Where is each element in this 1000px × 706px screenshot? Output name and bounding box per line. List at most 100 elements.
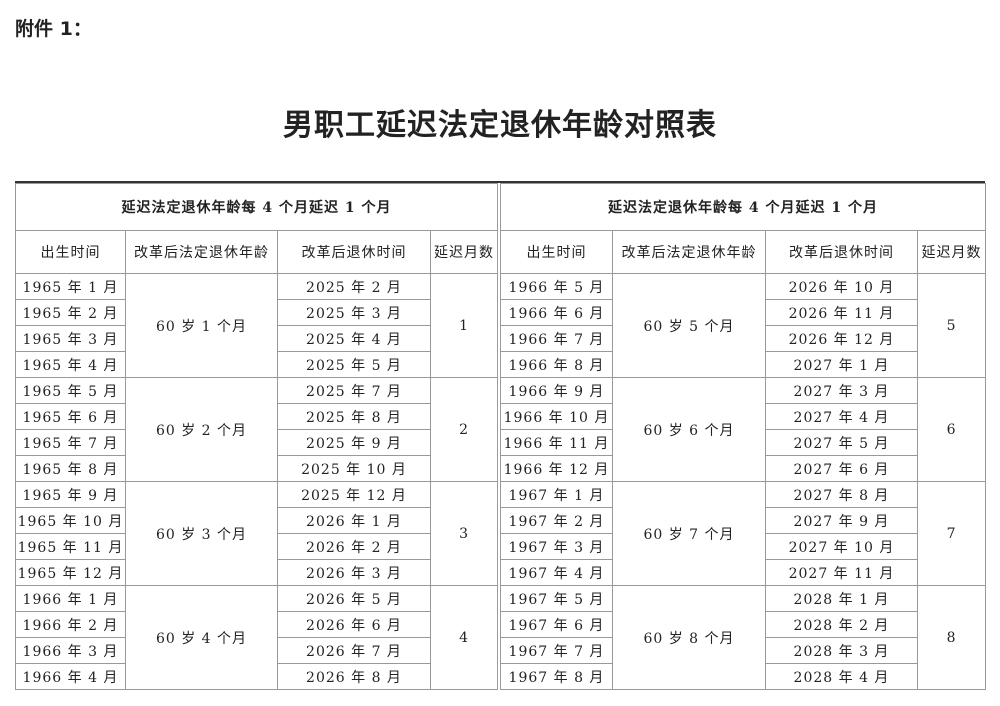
retirement-date-cell: 2028 年 1 月 [765, 585, 918, 612]
retirement-date-cell: 2026 年 5 月 [277, 585, 431, 612]
table-row: 1965 年 10 月 2026 年 1 月 [15, 507, 498, 534]
birth-date-cell: 1965 年 9 月 [15, 481, 126, 508]
retirement-date-cell: 2026 年 6 月 [277, 611, 431, 638]
delay-months-cell: 7 [916, 481, 987, 586]
retirement-date-cell: 2027 年 3 月 [765, 377, 918, 404]
column-header: 延迟月数 [916, 230, 987, 274]
birth-date-cell: 1966 年 7 月 [500, 325, 613, 352]
column-header: 出生时间 [500, 230, 613, 274]
retirement-date-cell: 2027 年 10 月 [765, 533, 918, 560]
table-row: 1965 年 2 月 2025 年 3 月 [15, 299, 498, 326]
table-row: 1966 年 10 月 2027 年 4 月 [500, 403, 986, 430]
table-row: 1965 年 6 月 2025 年 8 月 [15, 403, 498, 430]
column-header: 改革后退休时间 [277, 230, 431, 274]
retirement-date-cell: 2027 年 5 月 [765, 429, 918, 456]
table-row: 1966 年 6 月 2026 年 11 月 [500, 299, 986, 326]
birth-date-cell: 1966 年 4 月 [15, 663, 126, 690]
birth-date-cell: 1965 年 1 月 [15, 273, 126, 300]
retirement-date-cell: 2028 年 2 月 [765, 611, 918, 638]
birth-date-cell: 1966 年 12 月 [500, 455, 613, 482]
retirement-age-cell: 60 岁 3 个月 [125, 481, 278, 586]
rule-header-row: 延迟法定退休年龄每 4 个月延迟 1 个月 [14, 183, 499, 231]
retirement-date-cell: 2027 年 11 月 [765, 559, 918, 586]
birth-date-cell: 1966 年 8 月 [500, 351, 613, 378]
delay-months-cell: 6 [916, 377, 987, 482]
retirement-date-cell: 2027 年 6 月 [765, 455, 918, 482]
retirement-age-cell: 60 岁 7 个月 [612, 481, 766, 586]
table-row: 1967 年 6 月 2028 年 2 月 [500, 611, 986, 638]
birth-date-cell: 1965 年 7 月 [15, 429, 126, 456]
table-row: 1967 年 3 月 2027 年 10 月 [500, 533, 986, 560]
table-row: 1965 年 8 月 2025 年 10 月 [15, 455, 498, 482]
birth-date-cell: 1967 年 5 月 [500, 585, 613, 612]
table-row: 1966 年 8 月 2027 年 1 月 [500, 351, 986, 378]
document-title: 男职工延迟法定退休年龄对照表 [283, 108, 717, 143]
column-header: 改革后退休时间 [765, 230, 918, 274]
column-header-row: 出生时间 改革后法定退休年龄 改革后退休时间 延迟月数 [15, 230, 499, 274]
birth-date-cell: 1966 年 6 月 [500, 299, 613, 326]
retirement-age-cell: 60 岁 8 个月 [612, 585, 766, 690]
retirement-date-cell: 2026 年 2 月 [277, 533, 431, 560]
retirement-age-cell: 60 岁 4 个月 [125, 585, 278, 690]
column-header-row: 出生时间 改革后法定退休年龄 改革后退休时间 延迟月数 [500, 230, 987, 274]
table-right: 延迟法定退休年龄每 4 个月延迟 1 个月 出生时间 改革后法定退休年龄 改革后退休时… [499, 183, 987, 690]
retirement-age-cell: 60 岁 5 个月 [612, 273, 766, 378]
table-row: 1967 年 7 月 2028 年 3 月 [500, 637, 986, 664]
table-row: 1965 年 11 月 2026 年 2 月 [15, 533, 498, 560]
table-row: 1966 年 11 月 2027 年 5 月 [500, 429, 986, 456]
birth-date-cell: 1966 年 2 月 [15, 611, 126, 638]
retirement-date-cell: 2026 年 10 月 [765, 273, 918, 300]
retirement-date-cell: 2026 年 1 月 [277, 507, 431, 534]
delay-months-cell: 4 [429, 585, 499, 690]
birth-date-cell: 1965 年 6 月 [15, 403, 126, 430]
delay-months-cell: 2 [429, 377, 499, 482]
retirement-date-cell: 2027 年 8 月 [765, 481, 918, 508]
retirement-date-cell: 2028 年 4 月 [765, 663, 918, 690]
retirement-age-cell: 60 岁 2 个月 [125, 377, 278, 482]
attachment-label: 附件 1： [15, 18, 92, 40]
retirement-date-cell: 2025 年 5 月 [277, 351, 431, 378]
birth-date-cell: 1965 年 3 月 [15, 325, 126, 352]
retirement-age-cell: 60 岁 1 个月 [125, 273, 278, 378]
retirement-date-cell: 2025 年 2 月 [277, 273, 431, 300]
birth-date-cell: 1967 年 7 月 [500, 637, 613, 664]
table-row: 1965 年 7 月 2025 年 9 月 [15, 429, 498, 456]
birth-date-cell: 1966 年 9 月 [500, 377, 613, 404]
retirement-age-cell: 60 岁 6 个月 [612, 377, 766, 482]
table-row: 1966 年 4 月 2026 年 8 月 [15, 663, 498, 690]
table-row: 1966 年 2 月 2026 年 6 月 [15, 611, 498, 638]
birth-date-cell: 1966 年 5 月 [500, 273, 613, 300]
birth-date-cell: 1965 年 4 月 [15, 351, 126, 378]
birth-date-cell: 1966 年 11 月 [500, 429, 613, 456]
retirement-date-cell: 2026 年 3 月 [277, 559, 431, 586]
birth-date-cell: 1967 年 8 月 [500, 663, 613, 690]
birth-date-cell: 1965 年 2 月 [15, 299, 126, 326]
retirement-date-cell: 2025 年 10 月 [277, 455, 431, 482]
table-row: 1965 年 3 月 2025 年 4 月 [15, 325, 498, 352]
table-row: 1965 年 4 月 2025 年 5 月 [15, 351, 498, 378]
delay-months-cell: 3 [429, 481, 499, 586]
birth-date-cell: 1965 年 11 月 [15, 533, 126, 560]
birth-date-cell: 1967 年 1 月 [500, 481, 613, 508]
retirement-date-cell: 2026 年 8 月 [277, 663, 431, 690]
birth-date-cell: 1967 年 6 月 [500, 611, 613, 638]
table-left: 延迟法定退休年龄每 4 个月延迟 1 个月 出生时间 改革后法定退休年龄 改革后退休时… [14, 183, 499, 690]
retirement-date-cell: 2025 年 4 月 [277, 325, 431, 352]
column-header: 延迟月数 [429, 230, 499, 274]
comparison-table: 延迟法定退休年龄每 4 个月延迟 1 个月 出生时间 改革后法定退休年龄 改革后退休时… [14, 181, 987, 693]
retirement-date-cell: 2027 年 4 月 [765, 403, 918, 430]
birth-date-cell: 1966 年 3 月 [15, 637, 126, 664]
delay-months-cell: 5 [916, 273, 987, 378]
birth-date-cell: 1967 年 4 月 [500, 559, 613, 586]
rule-header: 延迟法定退休年龄每 4 个月延迟 1 个月 [499, 183, 987, 231]
retirement-date-cell: 2026 年 11 月 [765, 299, 918, 326]
table-row: 1966 年 7 月 2026 年 12 月 [500, 325, 986, 352]
retirement-date-cell: 2025 年 8 月 [277, 403, 431, 430]
retirement-date-cell: 2025 年 9 月 [277, 429, 431, 456]
birth-date-cell: 1965 年 5 月 [15, 377, 126, 404]
